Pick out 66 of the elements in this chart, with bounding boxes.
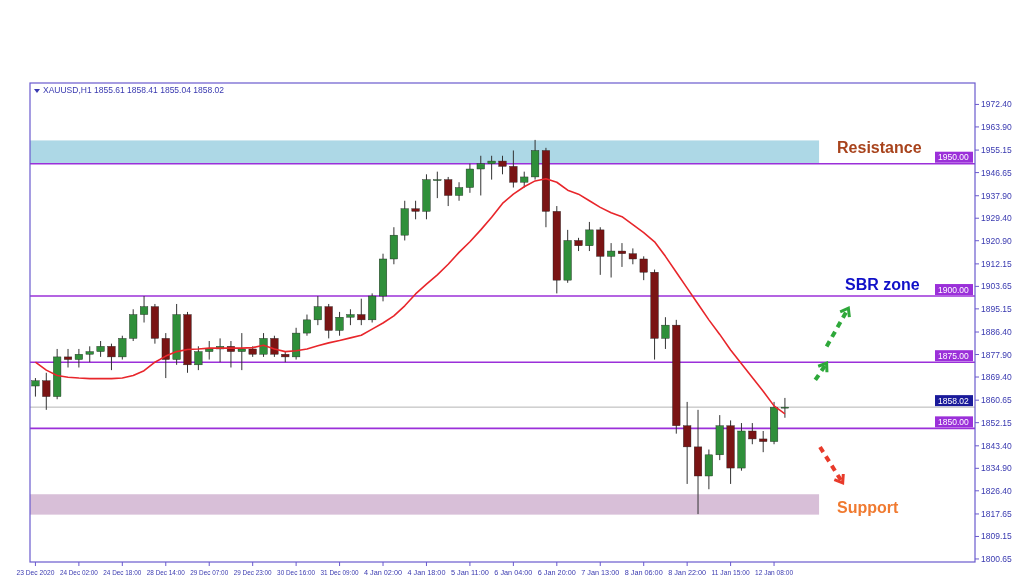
candlestick [389,226,398,265]
candlestick [129,308,138,342]
y-tick-label: 1903.65 [981,281,1012,292]
candlestick [302,314,311,337]
candlestick [585,221,594,252]
candlestick [357,298,366,326]
candlestick [433,171,442,199]
candlestick [607,242,616,279]
candlestick [64,348,73,368]
candlestick [31,377,40,398]
ref-line-label: 1950.00 [938,152,969,163]
y-tick-label: 1869.40 [981,372,1012,383]
y-tick-label: 1852.15 [981,417,1012,428]
candlestick [748,422,757,445]
y-tick-label: 1860.65 [981,395,1012,406]
y-tick-label: 1955.15 [981,145,1012,156]
candlestick [661,316,670,350]
candlestick [617,242,626,268]
ref-line-label: 1900.00 [938,284,969,295]
y-tick-label: 1972.40 [981,99,1012,110]
candlestick [498,155,507,175]
candlestick [476,155,485,196]
y-tick-label: 1886.40 [981,327,1012,338]
candlestick [42,372,51,411]
candlestick [639,255,648,281]
ref-line-label: 1858.02 [938,395,969,406]
annotation: SBR zone [845,276,920,294]
candlestick [487,155,496,181]
candlestick [335,311,344,337]
y-tick-label: 1895.15 [981,303,1012,314]
y-tick-label: 1877.90 [981,349,1012,360]
candlestick [161,332,170,379]
ref-line-label: 1850.00 [938,416,969,427]
candlestick [205,340,214,361]
candlestick [704,449,713,490]
y-tick-label: 1912.15 [981,258,1012,269]
candlestick [118,335,127,361]
y-tick-label: 1946.65 [981,167,1012,178]
candlestick [194,345,203,371]
y-tick-label: 1800.65 [981,553,1012,564]
band-label: Resistance [837,139,922,157]
y-tick-label: 1834.90 [981,463,1012,474]
candlestick [313,295,322,326]
candlestick [411,200,420,220]
candlestick [509,149,518,189]
candlestick [683,401,692,485]
candlestick [324,303,333,339]
chart-title: XAUUSD,H1 1855.61 1858.41 1855.04 1858.02 [43,85,225,95]
candlestick [292,327,301,361]
y-tick-label: 1843.40 [981,440,1012,451]
line-series [34,178,786,415]
band-label: Support [837,499,900,517]
y-tick-label: 1929.40 [981,213,1012,224]
candlestick [74,348,83,368]
y-tick-label: 1809.15 [981,531,1012,542]
candlestick [107,343,116,371]
candlestick [759,430,768,453]
y-tick-label: 1817.65 [981,508,1012,519]
candlestick [444,176,453,207]
candlestick [368,292,377,323]
y-tick-label: 1826.40 [981,485,1012,496]
y-tick-label: 1963.90 [981,121,1012,132]
y-tick-label: 1937.90 [981,190,1012,201]
candlestick [237,332,246,371]
ref-line-label: 1875.00 [938,350,969,361]
y-tick-label: 1920.90 [981,235,1012,246]
